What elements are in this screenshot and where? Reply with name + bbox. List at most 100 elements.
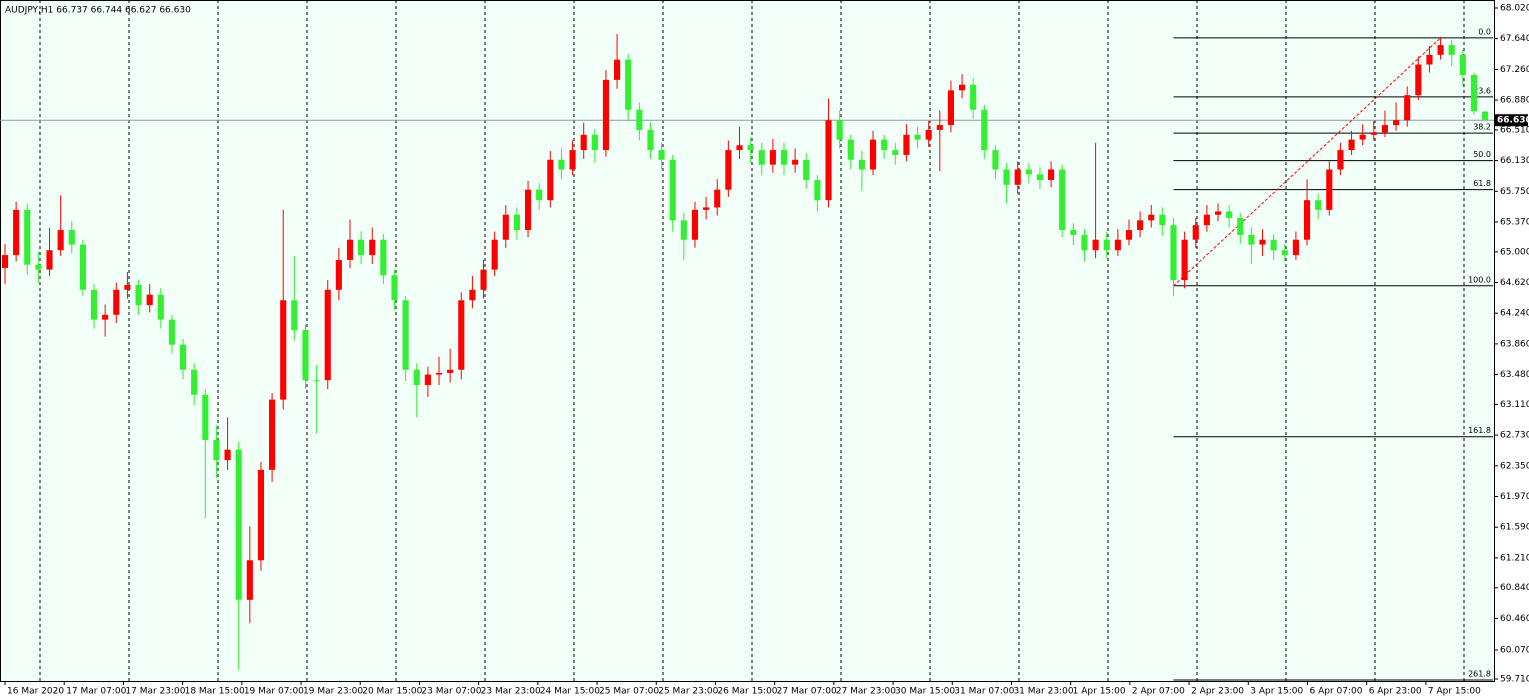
y-tick-label: 67.640 xyxy=(1500,34,1529,44)
y-tick-label: 65.000 xyxy=(1500,247,1529,257)
candle-body xyxy=(758,150,765,165)
candle-body xyxy=(825,120,832,201)
candle-body xyxy=(135,284,142,306)
candle-body xyxy=(925,129,932,140)
y-tick-label: 60.460 xyxy=(1500,614,1529,624)
candle-body xyxy=(491,239,498,270)
candle-body xyxy=(658,150,665,160)
fibo-label: 23.6 xyxy=(1473,86,1491,95)
candle-body xyxy=(513,214,520,231)
candle-body xyxy=(313,380,320,382)
candle-body xyxy=(558,159,565,170)
candle-body xyxy=(869,139,877,170)
candle-body xyxy=(703,207,710,210)
candle-body xyxy=(1214,211,1222,215)
x-tick-label: 23 Mar 07:00 xyxy=(421,687,481,697)
candle-body xyxy=(1470,75,1478,112)
candle-body xyxy=(13,209,20,256)
candle-body xyxy=(1159,214,1166,226)
candle-body xyxy=(413,369,420,386)
candle-body xyxy=(280,300,287,400)
candle-body xyxy=(1014,169,1021,185)
x-tick-label: 27 Mar 23:00 xyxy=(836,687,896,697)
candle-body xyxy=(602,79,610,151)
candle-body xyxy=(747,145,754,151)
candle-body xyxy=(1025,169,1032,175)
candle-body xyxy=(24,209,31,265)
y-tick-label: 66.880 xyxy=(1500,96,1529,106)
candle-body xyxy=(68,230,75,245)
candle-body xyxy=(269,399,276,470)
y-tick-label: 66.130 xyxy=(1500,156,1529,166)
x-tick-label: 6 Apr 23:00 xyxy=(1369,687,1422,697)
candle-body xyxy=(358,239,365,256)
header: AUDJPY,H1 66.737 66.744 66.627 66.630 xyxy=(5,6,191,16)
candle-body xyxy=(647,129,654,151)
candle-body xyxy=(625,59,632,110)
candle-body xyxy=(213,439,220,461)
candle-body xyxy=(46,250,53,270)
y-tick-label: 65.750 xyxy=(1500,187,1529,197)
candle-body xyxy=(1248,234,1255,245)
x-tick-label: 20 Mar 15:00 xyxy=(362,687,422,697)
x-tick-label: 16 Mar 2020 xyxy=(7,687,64,697)
candle-body xyxy=(324,289,331,381)
x-tick-label: 30 Mar 15:00 xyxy=(895,687,955,697)
fibo-label: 50.0 xyxy=(1473,150,1491,159)
candle-body xyxy=(691,209,699,240)
candle-body xyxy=(1459,54,1466,76)
x-tick-label: 26 Mar 15:00 xyxy=(717,687,777,697)
candle-body xyxy=(1203,214,1210,226)
candle-body xyxy=(547,159,554,201)
candle-body xyxy=(792,159,799,165)
candle-body xyxy=(124,284,131,290)
candle-body xyxy=(1348,139,1355,151)
candle-body xyxy=(591,134,598,151)
candle-body xyxy=(847,139,854,160)
candle-body xyxy=(1181,239,1188,281)
candle-body xyxy=(736,145,743,151)
y-tick-label: 65.370 xyxy=(1500,217,1529,227)
candle-body xyxy=(803,159,810,180)
candle-body xyxy=(981,109,988,151)
candle-body xyxy=(1404,95,1411,121)
y-tick-label: 67.260 xyxy=(1500,65,1529,75)
candle-body xyxy=(1036,174,1044,180)
fibo-trend xyxy=(1173,37,1441,287)
candle-body xyxy=(102,314,109,320)
candle-body xyxy=(1370,132,1377,135)
candle-body xyxy=(1281,250,1288,256)
x-tick-label: 6 Apr 07:00 xyxy=(1309,687,1362,697)
candle-body xyxy=(1081,234,1088,251)
candle-body xyxy=(1192,225,1199,240)
candle-body xyxy=(1070,230,1077,235)
candle-body xyxy=(569,150,576,170)
x-tick-label: 7 Apr 15:00 xyxy=(1428,687,1481,697)
candle-body xyxy=(1337,150,1344,170)
x-tick-label: 25 Mar 23:00 xyxy=(658,687,718,697)
candle-body xyxy=(402,300,409,370)
candle-body xyxy=(1292,239,1299,256)
candle-body xyxy=(1226,211,1233,218)
y-tick-label: 60.070 xyxy=(1500,645,1529,655)
candle-body xyxy=(1393,120,1400,126)
candle-body xyxy=(79,244,86,290)
plot-area xyxy=(0,0,1495,682)
x-tick-label: 27 Mar 07:00 xyxy=(777,687,837,697)
candle-body xyxy=(180,344,187,370)
candle-body xyxy=(1059,169,1066,231)
candle-body xyxy=(57,230,64,251)
candle-body xyxy=(369,239,376,256)
y-tick-label: 68.020 xyxy=(1500,3,1529,13)
candle-body xyxy=(1426,54,1433,65)
candle-body xyxy=(235,449,242,600)
candle-body xyxy=(858,159,865,170)
candle-body xyxy=(157,294,164,320)
fibo-label: 61.8 xyxy=(1473,179,1491,188)
candle-body xyxy=(936,125,943,130)
candle-body xyxy=(447,369,454,373)
candle-body xyxy=(524,189,532,231)
candle-body xyxy=(469,289,476,301)
